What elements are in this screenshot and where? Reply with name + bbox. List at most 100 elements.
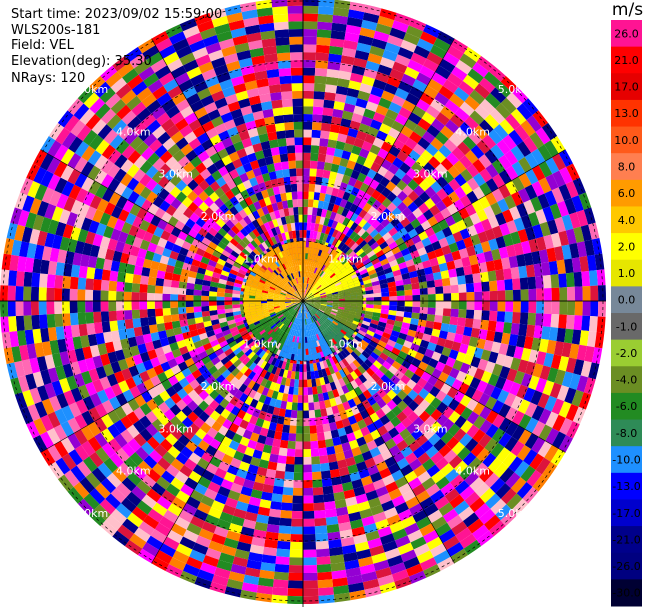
gate-3030 [224,301,232,305]
gate-1951 [318,440,327,449]
gate-3066 [209,296,217,301]
gate-3064 [224,297,232,301]
gate-2971 [156,316,165,325]
gate-1013 [552,288,560,301]
gate-1954 [320,463,330,472]
gate-62 [316,37,330,46]
gate-1018 [590,286,598,301]
gate-978 [543,275,552,288]
gate-2081 [292,395,298,403]
gate-3074 [147,293,155,301]
gate-3178 [134,265,143,275]
gate-1067 [443,308,451,316]
gate-1069 [458,309,466,318]
gate-45 [310,168,317,176]
gate-3151 [79,266,88,279]
gate-1033 [443,301,451,309]
gate-2101 [276,548,290,557]
gate-4060 [295,145,303,153]
gate-30 [303,21,318,29]
gate-3032 [209,301,217,306]
core-gate-908 [249,298,255,301]
gate-983 [581,271,590,286]
gate-3000 [194,306,202,312]
gate-2996 [224,305,232,310]
gate-24 [303,68,315,76]
gate-1986 [311,448,320,456]
gate-2968 [179,313,187,320]
gate-1083 [566,315,575,330]
gate-1046 [544,301,552,314]
gate-51 [312,122,322,130]
gate-3093 [0,285,8,301]
gate-3114 [101,280,110,291]
gate-938 [495,269,504,280]
gate-1138 [463,327,472,337]
gate-934 [465,274,474,284]
gate-89 [324,92,336,101]
gate-1078 [527,313,536,326]
gate-900 [463,265,472,275]
gate-932 [449,277,458,286]
gate-3116 [85,278,94,290]
gate-2078 [295,372,300,380]
gate-1950 [317,432,325,441]
gate-2034 [303,557,317,565]
gate-4069 [291,75,303,83]
gate-2059 [293,488,303,496]
gate-2974 [132,318,141,328]
gate-2119 [282,425,290,434]
gate-1050 [575,301,583,316]
gate-4055 [297,184,303,192]
gate-3056 [23,301,31,316]
gate-20 [303,99,314,107]
gate-3117 [78,277,87,289]
gate-116 [326,147,335,156]
gate-4063 [294,122,303,130]
gate-1137 [456,325,465,335]
gate-3115 [93,279,102,290]
gate-2036 [303,573,318,581]
gate-3961 [266,124,276,133]
gate-1049 [567,301,575,315]
gate-1992 [313,495,324,504]
gate-14 [303,145,311,153]
gate-961 [412,289,420,296]
gate-31 [303,13,318,21]
gate-989 [366,297,374,301]
gate-2090 [285,464,294,472]
gate-49 [311,137,320,145]
gate-91 [326,77,339,86]
gate-984 [589,270,598,286]
gate-3055 [31,301,39,315]
gate-2010 [303,372,307,380]
gate-3084 [70,289,78,301]
gate-4033 [281,91,292,100]
gate-1003 [474,292,482,301]
gate-1985 [310,441,318,449]
gate-4021 [291,184,298,192]
gate-2098 [279,525,292,534]
gate-3009 [124,310,132,320]
gate-2997 [217,305,225,310]
gate-3959 [269,139,279,148]
gate-1012 [544,288,552,301]
gate-3004 [163,308,171,316]
gate-972 [497,280,506,291]
gate-54 [313,99,324,108]
gate-4070 [291,68,303,76]
gate-3110 [132,283,140,292]
gate-3086 [54,288,62,301]
gate-3038 [162,301,170,308]
gate-2073 [287,596,303,604]
core-gate-599 [303,355,306,361]
gate-3057 [15,301,23,316]
core-gate-909 [243,298,249,301]
gate-994 [405,295,413,301]
gate-973 [504,279,513,290]
gate-3988 [283,177,290,185]
gate-2159 [266,469,276,478]
gate-3052 [54,301,62,314]
gate-3041 [139,301,147,310]
